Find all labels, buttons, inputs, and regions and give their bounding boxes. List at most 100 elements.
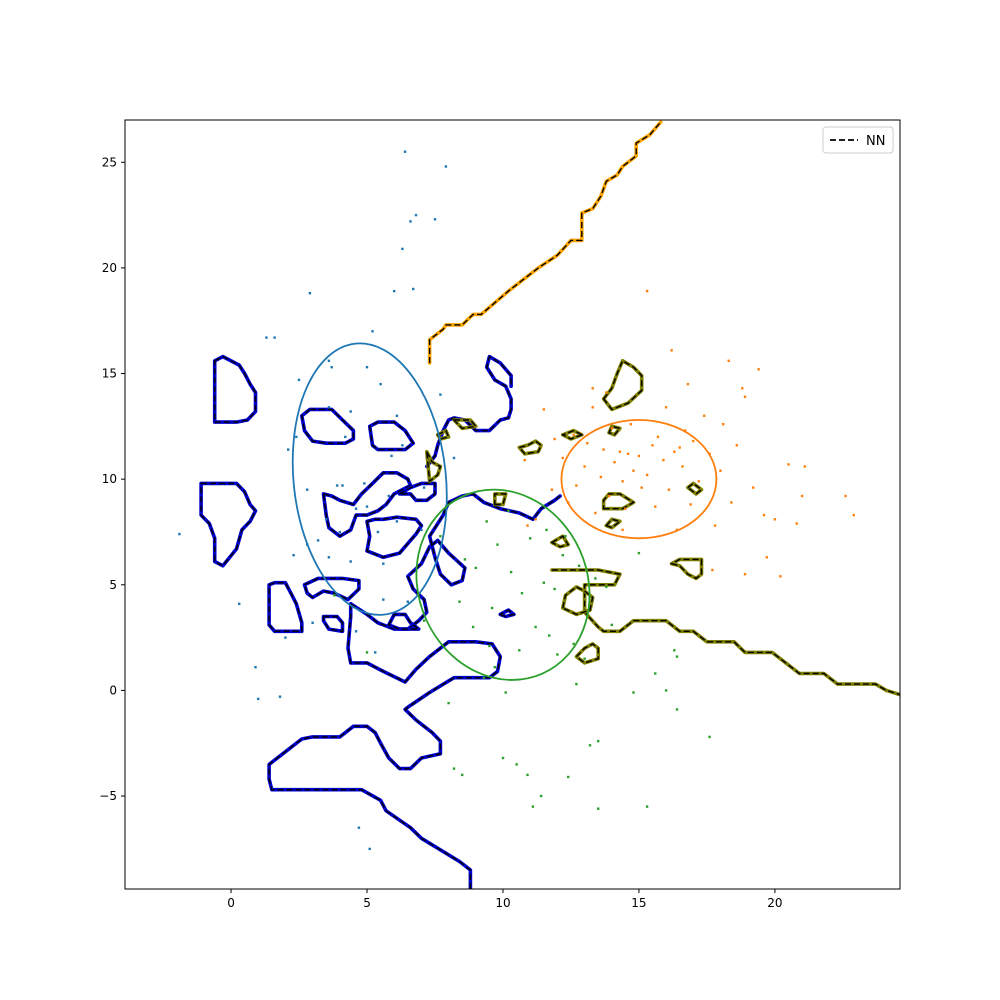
scatter-point xyxy=(311,621,314,624)
scatter-point xyxy=(632,469,635,472)
scatter-point xyxy=(757,368,760,371)
scatter-point xyxy=(238,602,241,605)
scatter-point xyxy=(629,423,632,426)
gaussian-ellipses xyxy=(291,342,718,681)
scatter-point xyxy=(713,524,717,527)
boundary-island-blue-nn xyxy=(396,482,436,501)
scatter-point xyxy=(621,528,624,532)
scatter-point xyxy=(673,450,676,453)
y-tick-label: 25 xyxy=(102,155,117,169)
scatter-point xyxy=(471,625,475,629)
scatter-point xyxy=(607,494,611,498)
scatter-point xyxy=(730,501,733,504)
scatter-point xyxy=(645,473,649,477)
scatter-point xyxy=(501,756,505,760)
scatter-point xyxy=(452,767,456,770)
boundary-island-green-nn xyxy=(518,440,542,455)
scatter-point xyxy=(526,524,529,527)
scatter-point xyxy=(278,695,282,698)
scatter-point xyxy=(433,218,437,221)
boundary-island-blue-nn xyxy=(303,577,360,601)
scatter-point xyxy=(504,691,507,694)
scatter-point xyxy=(439,393,442,396)
scatter-point xyxy=(800,494,804,498)
scatter-point xyxy=(515,763,518,766)
scatter-point xyxy=(632,691,635,694)
plot-content xyxy=(178,120,900,889)
boundary-island-green-nn xyxy=(494,493,507,506)
boundary-mid-upper-nn xyxy=(426,355,512,467)
scatter-point xyxy=(534,625,537,629)
scatter-point xyxy=(338,530,341,534)
scatter-point xyxy=(567,775,570,779)
y-tick-label: 20 xyxy=(102,261,117,275)
plot-frame xyxy=(124,119,901,890)
scatter-point xyxy=(594,577,597,580)
boundary-island-green-nn xyxy=(605,518,622,529)
scatter-point xyxy=(284,636,287,639)
scatter-point xyxy=(654,505,657,508)
scatter-point xyxy=(621,480,624,483)
scatter-point xyxy=(439,535,442,538)
scatter-point xyxy=(308,292,312,295)
scatter-point xyxy=(395,414,399,417)
scatter-point xyxy=(670,349,673,352)
legend-nn-label: NN xyxy=(866,134,885,149)
scatter-point xyxy=(567,501,570,504)
boundary-island-green-nn xyxy=(669,558,703,580)
scatter-point xyxy=(583,657,586,660)
scatter-point xyxy=(371,330,374,333)
boundary-island-green-nn xyxy=(561,586,594,616)
scatter-point xyxy=(403,150,407,153)
x-tick-label: 10 xyxy=(495,896,510,910)
scatter-point xyxy=(382,562,385,565)
scatter-point xyxy=(572,433,575,436)
scatter-point xyxy=(325,518,328,521)
scatter-point xyxy=(564,535,567,538)
scatter-point xyxy=(265,336,268,339)
scatter-point xyxy=(572,642,575,646)
scatter-point xyxy=(542,408,545,411)
scatter-point xyxy=(637,551,641,555)
scatter-point xyxy=(523,458,526,462)
scatter-point xyxy=(664,689,668,692)
scatter-point xyxy=(349,560,352,563)
scatter-point xyxy=(401,444,404,447)
y-tick-label: 15 xyxy=(102,367,117,381)
scatter-point xyxy=(548,634,551,637)
scatter-point xyxy=(420,528,423,532)
legend: NN xyxy=(822,126,894,154)
scatter-point xyxy=(531,805,535,808)
scatter-point xyxy=(583,465,586,468)
x-tick-label: 0 xyxy=(227,896,235,910)
boundary-right-nn xyxy=(551,569,900,696)
scatter-point xyxy=(333,594,336,597)
scatter-point xyxy=(675,528,679,532)
boundary-island-blue-nn xyxy=(498,609,516,618)
covariance-ellipse xyxy=(291,342,448,616)
scatter-point xyxy=(412,287,415,291)
scatter-point xyxy=(395,520,399,523)
scatter-point xyxy=(254,666,257,669)
scatter-point xyxy=(474,566,477,570)
scatter-point xyxy=(387,494,390,498)
y-tick-label: 10 xyxy=(102,472,117,486)
scatter-point xyxy=(509,570,513,574)
scatter-point xyxy=(409,220,412,223)
boundary-island-green-nn xyxy=(602,359,643,411)
scatter-point xyxy=(779,575,782,578)
scatter-point xyxy=(708,452,711,455)
scatter-point xyxy=(752,486,755,489)
scatter-point xyxy=(458,600,461,603)
scatter-point xyxy=(575,484,578,487)
scatter-point xyxy=(561,554,564,557)
y-tick-label: 5 xyxy=(109,578,117,592)
scatter-point xyxy=(675,708,679,711)
scatter-point xyxy=(327,406,331,409)
scatter-point xyxy=(330,366,333,369)
scatter-point xyxy=(697,480,700,483)
scatter-point xyxy=(656,435,660,439)
scatter-point xyxy=(542,581,545,584)
boundary-island-green-nn xyxy=(426,451,442,483)
